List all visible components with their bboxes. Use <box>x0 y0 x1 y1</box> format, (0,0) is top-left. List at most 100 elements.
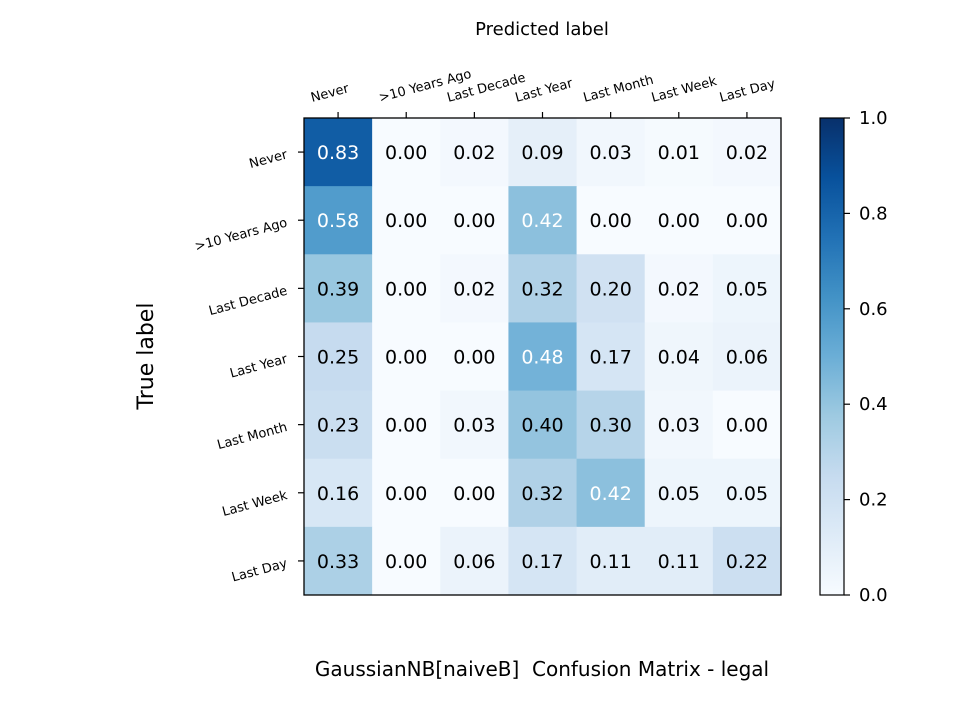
cell-value-label: 0.17 <box>521 551 563 573</box>
cell-value-label: 0.02 <box>453 142 495 164</box>
cell-value-label: 0.40 <box>521 415 563 437</box>
cell-value-label: 0.25 <box>317 347 359 369</box>
cell-value-label: 0.00 <box>453 210 495 232</box>
heatmap-cell <box>508 526 578 596</box>
cell-value-label: 0.17 <box>589 347 631 369</box>
cell-value-label: 0.00 <box>658 210 700 232</box>
y-tick-label: Last Year <box>228 352 289 382</box>
cell-value-label: 0.03 <box>658 415 700 437</box>
cell-value-label: 0.11 <box>589 551 631 573</box>
cell-value-label: 0.00 <box>726 415 768 437</box>
heatmap-cell <box>508 322 578 392</box>
cell-value-label: 0.11 <box>658 551 700 573</box>
cell-value-label: 0.00 <box>385 142 427 164</box>
colorbar <box>819 117 845 596</box>
cell-value-label: 0.16 <box>317 483 359 505</box>
x-tick-label: Last Month <box>582 73 655 106</box>
heatmap-cell <box>304 322 373 392</box>
y-tick-label: >10 Years Ago <box>193 216 289 255</box>
colorbar-tick-label: 0.6 <box>859 299 888 320</box>
heatmap-cell <box>372 186 441 255</box>
heatmap-cell <box>508 458 578 528</box>
heatmap-cell <box>644 254 714 323</box>
heatmap-cell <box>304 526 373 596</box>
cell-value-label: 0.00 <box>385 210 427 232</box>
cell-value-label: 0.06 <box>726 347 768 369</box>
cell-value-label: 0.83 <box>317 142 359 164</box>
heatmap-cell <box>712 322 782 392</box>
cell-value-label: 0.05 <box>658 483 700 505</box>
x-tick-label: Never <box>309 81 351 106</box>
cell-value-label: 0.58 <box>317 210 359 232</box>
cell-value-label: 0.00 <box>453 347 495 369</box>
y-axis-ticks: Never >10 Years Ago Last Decade Last Year La… <box>193 147 304 586</box>
heatmap-cell <box>508 254 578 323</box>
colorbar-ticks: 0.0 0.2 0.4 0.6 0.8 1.0 <box>844 108 888 606</box>
colorbar-tick-label: 0.4 <box>859 394 888 415</box>
cell-value-label: 0.32 <box>521 483 563 505</box>
colorbar-tick-label: 1.0 <box>859 108 888 129</box>
y-axis-title: True label <box>134 303 159 411</box>
cell-value-label: 0.30 <box>589 415 631 437</box>
cell-value-label: 0.00 <box>385 415 427 437</box>
heatmap-cell <box>644 526 714 596</box>
cell-value-label: 0.09 <box>521 142 563 164</box>
colorbar-tick-label: 0.8 <box>859 203 888 224</box>
y-tick-label: Never <box>248 147 290 172</box>
heatmap-cell <box>304 118 373 187</box>
heatmap-cell <box>576 254 646 323</box>
heatmap-cell <box>712 526 782 596</box>
heatmap-cell <box>712 118 782 187</box>
cell-value-label: 0.05 <box>726 278 768 300</box>
cell-value-label: 0.06 <box>453 551 495 573</box>
cell-value-label: 0.00 <box>726 210 768 232</box>
cell-value-label: 0.33 <box>317 551 359 573</box>
heatmap-cell <box>644 390 714 460</box>
heatmap-cell <box>304 390 373 460</box>
heatmap-cell <box>712 390 782 460</box>
cell-value-label: 0.39 <box>317 278 359 300</box>
cell-value-label: 0.00 <box>453 483 495 505</box>
heatmap-cell <box>372 322 441 392</box>
cell-value-label: 0.32 <box>521 278 563 300</box>
heatmap-cell <box>576 458 646 528</box>
heatmap-cell <box>508 390 578 460</box>
cell-value-label: 0.02 <box>453 278 495 300</box>
heatmap-cell <box>508 186 578 255</box>
x-axis-title: Predicted label <box>475 19 609 40</box>
heatmap-cell <box>372 458 441 528</box>
heatmap-cell <box>576 118 646 187</box>
heatmap-cell <box>372 118 441 187</box>
heatmap-cell <box>644 458 714 528</box>
heatmap-cell <box>440 186 509 255</box>
colorbar-tick-label: 0.0 <box>859 585 888 606</box>
heatmap-cell <box>644 322 714 392</box>
colorbar-tick-label: 0.2 <box>859 490 888 511</box>
cell-value-label: 0.02 <box>658 278 700 300</box>
heatmap-cell <box>440 390 509 460</box>
cell-value-label: 0.05 <box>726 483 768 505</box>
y-tick-label: Last Day <box>230 556 289 585</box>
heatmap-cell <box>712 254 782 323</box>
y-tick-label: Last Week <box>221 488 290 520</box>
cell-value-label: 0.23 <box>317 415 359 437</box>
heatmap-cell <box>576 390 646 460</box>
cell-value-label: 0.00 <box>385 347 427 369</box>
heatmap-cell <box>304 458 373 528</box>
cell-value-label: 0.20 <box>589 278 631 300</box>
x-tick-label: Last Day <box>718 77 777 106</box>
cell-value-label: 0.00 <box>385 551 427 573</box>
heatmap-cell <box>508 118 578 187</box>
heatmap-cell <box>712 458 782 528</box>
cell-value-label: 0.42 <box>521 210 563 232</box>
heatmap-cell <box>644 118 714 187</box>
y-tick-label: Last Month <box>216 420 289 453</box>
heatmap-cell <box>440 118 509 187</box>
cell-value-label: 0.04 <box>658 347 700 369</box>
cell-value-labels: 0.83 0.00 0.02 0.09 0.03 0.01 0.02 0.58 0.00 0.00… <box>317 142 768 573</box>
heatmap-cell <box>372 254 441 323</box>
cell-value-label: 0.42 <box>589 483 631 505</box>
heatmap-cell <box>576 526 646 596</box>
